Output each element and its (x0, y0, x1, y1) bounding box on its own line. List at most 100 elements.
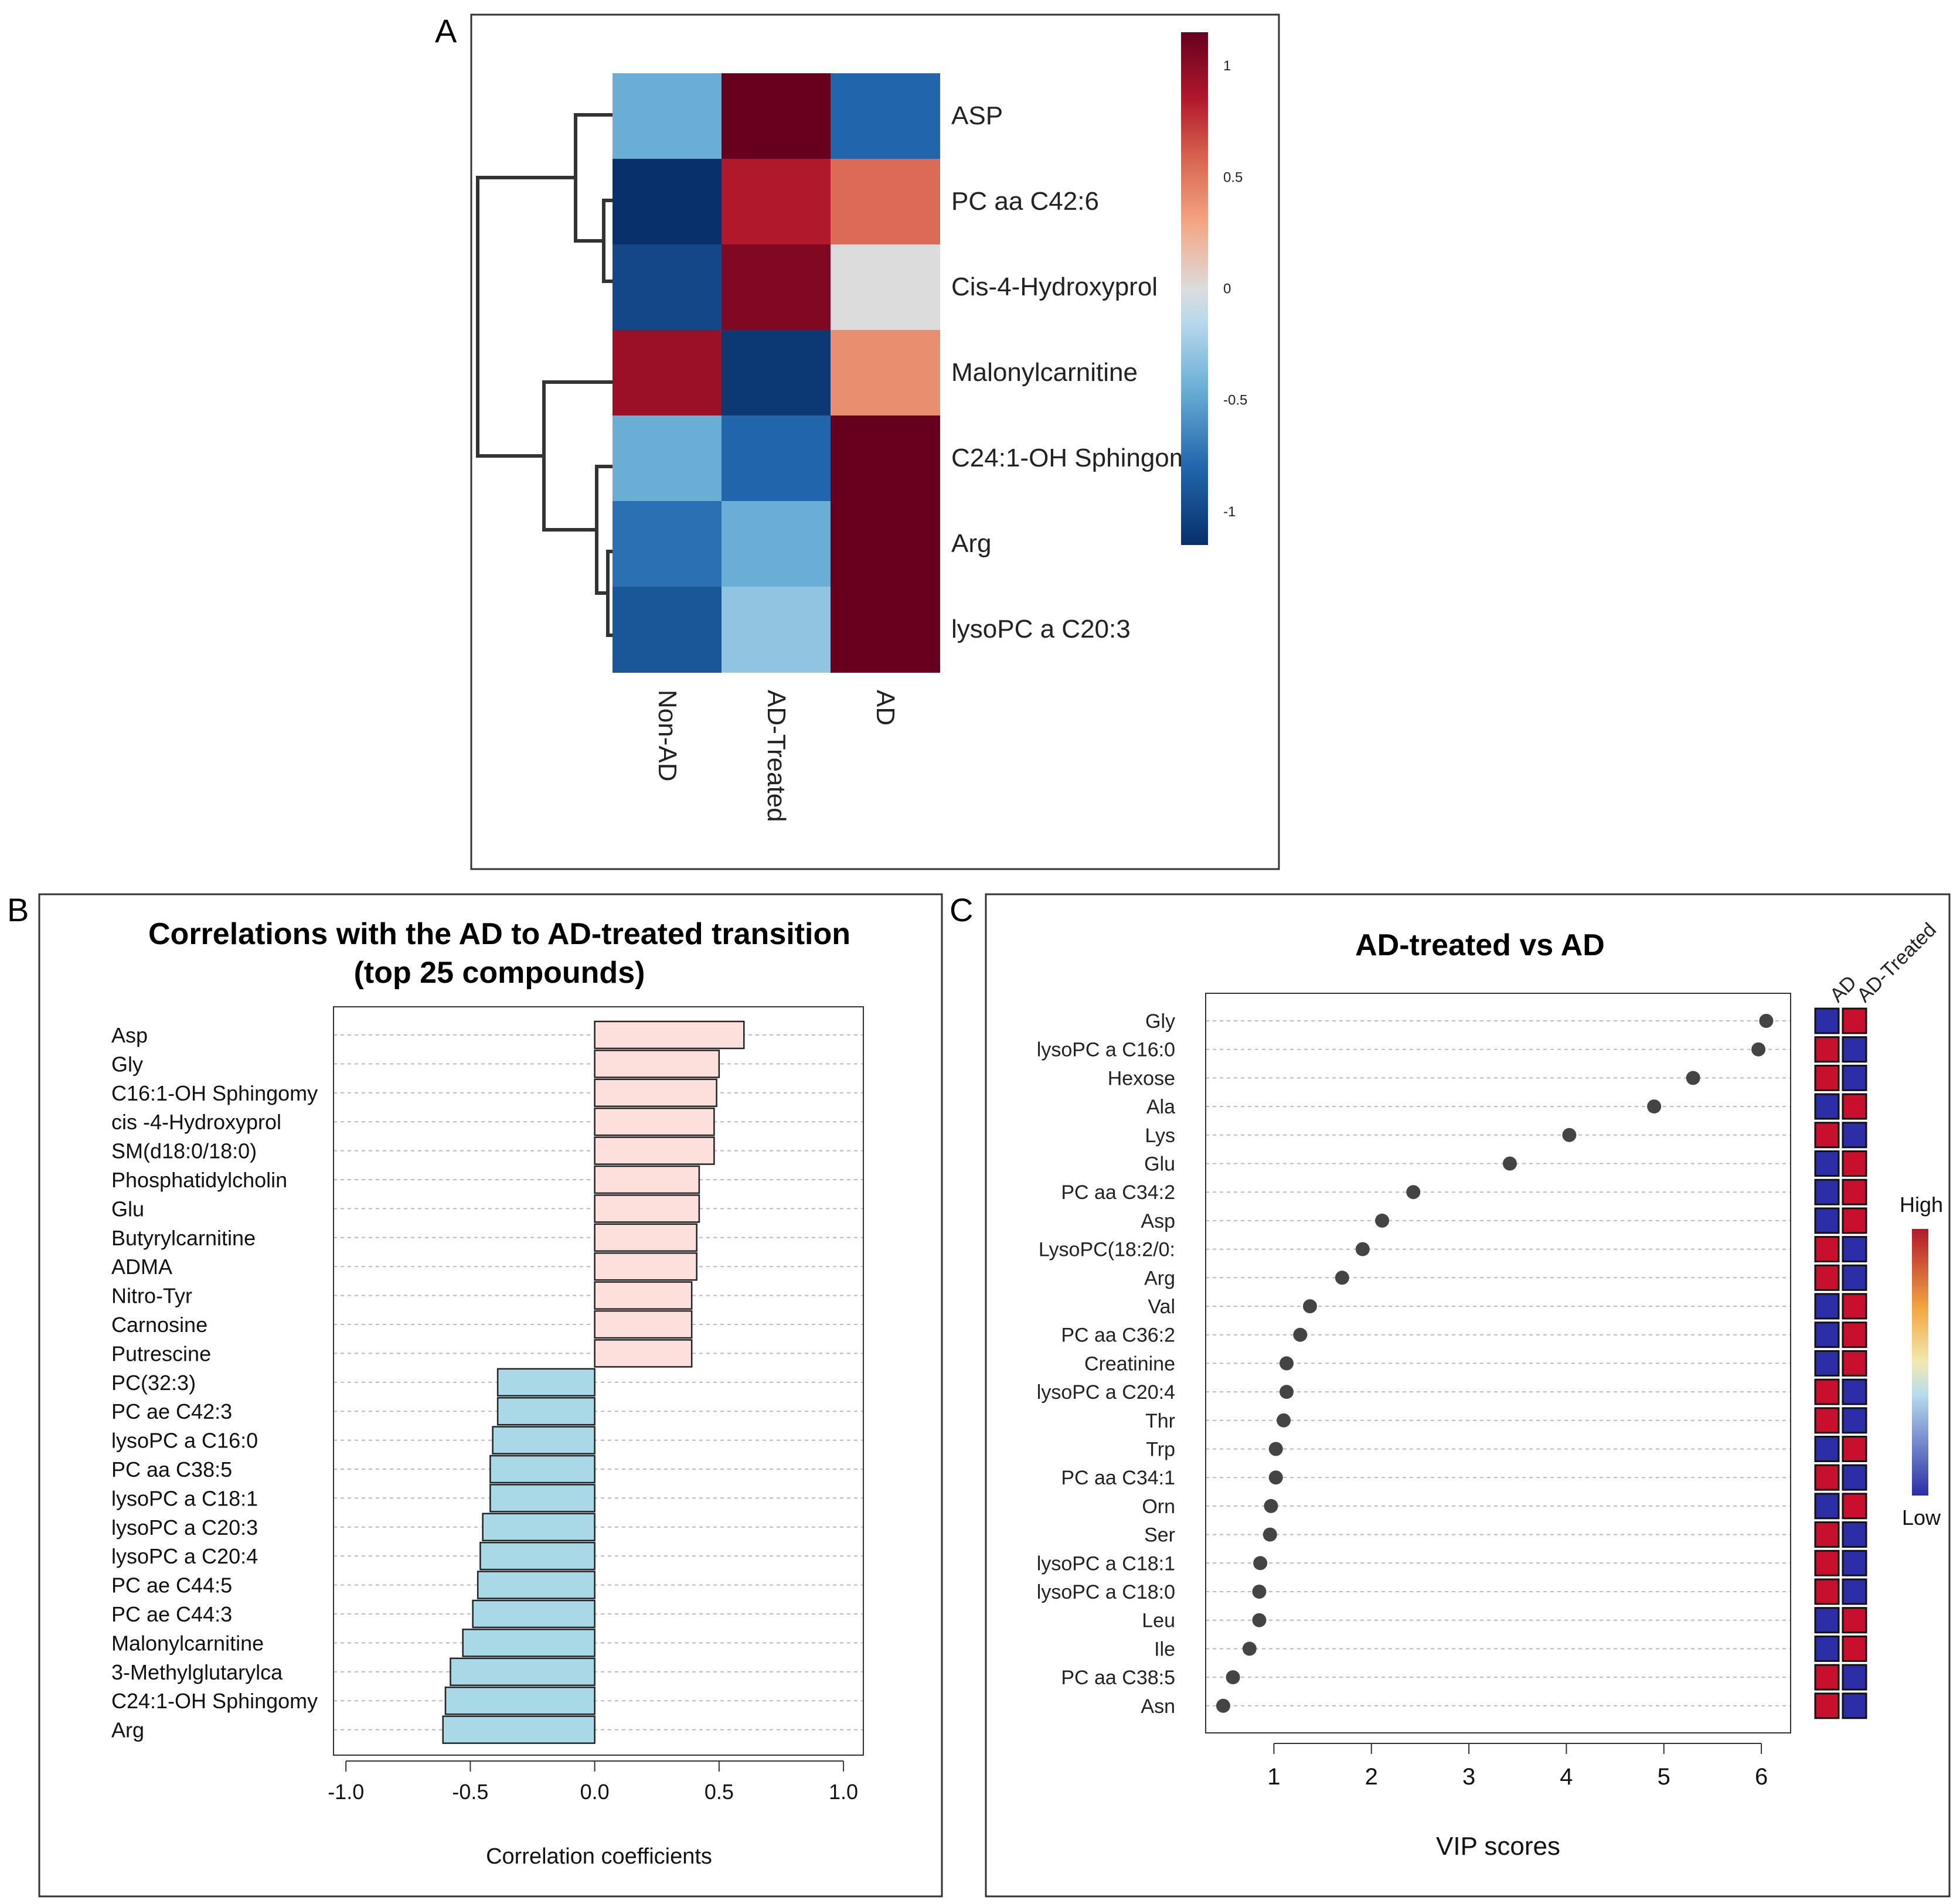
vip-label-creatinine: Creatinine (1084, 1353, 1175, 1375)
heatmap-cells (612, 73, 940, 673)
bar-putrescine (594, 1339, 693, 1368)
bar-butyrylcarnitine (594, 1223, 697, 1252)
vip-group-cell-ad-treated-hexose (1842, 1064, 1867, 1091)
vip-label-glu: Glu (1144, 1153, 1175, 1176)
heatmap-cell-pc-aa-c42-6-non-ad (612, 159, 722, 245)
heatmap-row-label-c24-1-oh-sphingomy: C24:1-OH Sphingomy (951, 444, 1203, 472)
heatmap-colorbar: 1 0.5 0 -0.5 -1 (1181, 32, 1247, 545)
vip-point-ser (1263, 1527, 1277, 1542)
vip-group-cell-ad-treated-ile (1842, 1635, 1867, 1662)
bar-label-phosphatidylcholin: Phosphatidylcholin (111, 1168, 287, 1192)
vip-group-cell-ad-ile (1814, 1635, 1840, 1662)
bar-label-putrescine: Putrescine (111, 1341, 211, 1365)
bar-category-labels: Asp Gly C16:1-OH Sphingomy cis -4-Hydroxypr… (111, 1023, 318, 1742)
vip-group-cell-ad-treated-lysopc-a-c18-1 (1842, 1549, 1867, 1576)
vip-group-cell-ad-treated-trp (1842, 1436, 1867, 1462)
vip-label-lysopc-18-2-0: LysoPC(18:2/0: (1039, 1239, 1175, 1261)
vip-legend-high-label: High (1900, 1193, 1943, 1217)
bar-label-lysopc-a-c20-3: lysoPC a C20:3 (111, 1515, 258, 1539)
bar-gly (594, 1050, 720, 1078)
vip-point-orn (1264, 1498, 1278, 1513)
bar-label-asp: Asp (111, 1023, 148, 1047)
vip-legend-low-label: Low (1902, 1506, 1941, 1530)
heatmap-cell-arg-ad (831, 501, 940, 587)
heatmap-row-label-cis-4-hydroxyprol: Cis-4-Hydroxyprol (951, 273, 1158, 301)
bar-label-gly: Gly (111, 1052, 143, 1076)
vip-label-pc-aa-c38-5: PC aa C38:5 (1061, 1667, 1175, 1689)
vip-point-ala (1647, 1099, 1662, 1114)
vip-group-cell-ad-ala (1814, 1093, 1840, 1120)
vip-label-leu: Leu (1142, 1610, 1175, 1632)
panel-c: C AD-treated vs AD Gly lysoPC a C16:0 Hexo… (950, 891, 1951, 1898)
bar-pc-ae-c44-3 (472, 1599, 596, 1629)
bar-lysopc-a-c18-1 (489, 1484, 596, 1513)
vip-label-orn: Orn (1142, 1496, 1175, 1518)
bar-nitro-tyr (594, 1281, 693, 1310)
bar-label-lysopc-a-c20-4: lysoPC a C20:4 (111, 1544, 258, 1568)
vip-group-cell-ad-pc-aa-c36-2 (1814, 1321, 1840, 1348)
dendrogram-root (476, 176, 576, 458)
vip-category-labels: Gly lysoPC a C16:0 Hexose Ala Lys Glu PC aa C3… (1037, 1010, 1175, 1718)
vip-point-val (1302, 1299, 1317, 1313)
vip-legend-bar (1912, 1229, 1928, 1496)
vip-point-trp (1268, 1442, 1283, 1456)
vip-group-cell-ad-treated-lysopc-a-c20-4 (1842, 1378, 1867, 1405)
vip-label-lysopc-a-c18-1: lysoPC a C18:1 (1037, 1552, 1175, 1575)
dendrogram-branch-c24 (595, 465, 612, 595)
heatmap-cell-arg-non-ad (612, 501, 722, 587)
vip-group-label-ad-treated: AD-Treated (1853, 918, 1941, 1006)
vip-legend: High Low (1900, 1193, 1943, 1530)
vip-axis-tick-label: 6 (1755, 1764, 1768, 1790)
vip-label-ser: Ser (1144, 1524, 1175, 1547)
colorbar-tick-label: 0.5 (1223, 169, 1243, 185)
heatmap-cell-malonylcarnitine-non-ad (612, 330, 722, 416)
vip-point-asp (1375, 1213, 1390, 1228)
vip-label-asp: Asp (1141, 1210, 1175, 1232)
vip-point-creatinine (1280, 1356, 1294, 1371)
vip-group-cell-ad-lysopc-a-c18-0 (1814, 1578, 1840, 1605)
bar-label-c16-1-oh-sphingomy: C16:1-OH Sphingomy (111, 1081, 318, 1105)
bar-arg (442, 1715, 596, 1744)
vip-label-lysopc-a-c16-0: lysoPC a C16:0 (1037, 1039, 1175, 1061)
heatmap-col-label-non-ad: Non-AD (653, 690, 682, 782)
vip-group-cell-ad-treated-gly (1842, 1007, 1867, 1034)
bar-label-3-methylglutarylca: 3-Methylglutarylca (111, 1660, 283, 1684)
vip-group-cell-ad-asn (1814, 1692, 1840, 1719)
bar-c24-1-oh-sphingomy (444, 1686, 596, 1715)
heatmap-row-label-arg: Arg (951, 529, 991, 558)
bar-label-butyrylcarnitine: Butyrylcarnitine (111, 1226, 256, 1250)
heatmap-col-label-ad-treated: AD-Treated (762, 690, 791, 822)
vip-group-cell-ad-treated-lys (1842, 1122, 1867, 1149)
vip-label-val: Val (1148, 1296, 1175, 1318)
heatmap-cell-cis-4-hydroxyprol-ad (831, 244, 940, 331)
vip-group-cell-ad-treated-arg (1842, 1264, 1867, 1291)
vip-group-cell-ad-ser (1814, 1521, 1840, 1548)
vip-label-arg: Arg (1144, 1267, 1175, 1289)
bar-lysopc-a-c20-4 (479, 1541, 596, 1571)
vip-group-cell-ad-arg (1814, 1264, 1840, 1291)
vip-label-ala: Ala (1146, 1096, 1175, 1118)
vip-group-cell-ad-treated-leu (1842, 1607, 1867, 1634)
bar-x-axis-title: Correlation coefficients (486, 1844, 712, 1869)
vip-point-lys (1562, 1128, 1577, 1142)
vip-group-cell-ad-thr (1814, 1407, 1840, 1434)
bar-label-adma: ADMA (111, 1255, 172, 1279)
panel-a: A ASP PC aa C42:6 Cis-4-Hydroxyprol Malonyl… (435, 12, 1280, 870)
vip-point-lysopc-18-2-0 (1355, 1242, 1370, 1256)
vip-axis-tick-label: 1 (1267, 1764, 1280, 1790)
panel-b-letter: B (7, 891, 29, 928)
bar-label-c24-1-oh-sphingomy: C24:1-OH Sphingomy (111, 1689, 318, 1713)
heatmap-cell-pc-aa-c42-6-ad (831, 159, 940, 245)
vip-x-axis-title: VIP scores (1436, 1832, 1560, 1861)
heatmap-cell-arg-ad-treated (722, 501, 831, 587)
vip-point-lysopc-a-c18-0 (1252, 1585, 1267, 1599)
bar-label-lysopc-a-c18-1: lysoPC a C18:1 (111, 1486, 258, 1510)
heatmap-cell-malonylcarnitine-ad (831, 330, 940, 416)
panel-b-title-line1: Correlations with the AD to AD-treated t… (148, 917, 850, 951)
bar-pc-ae-c42-3 (496, 1397, 596, 1426)
bar-label-malonylcarnitine: Malonylcarnitine (111, 1631, 264, 1655)
vip-label-lysopc-a-c18-0: lysoPC a C18:0 (1037, 1581, 1175, 1603)
bar-axis-tick-label: 0.0 (580, 1780, 610, 1804)
vip-point-lysopc-a-c16-0 (1751, 1042, 1766, 1057)
